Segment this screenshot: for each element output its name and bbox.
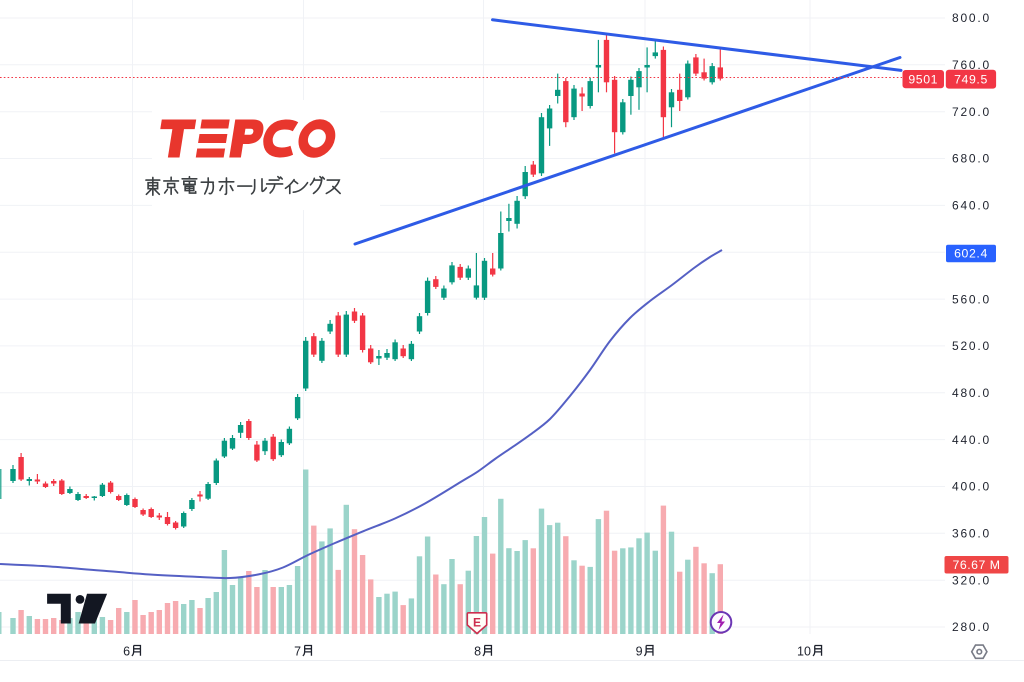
svg-text:640.0: 640.0 xyxy=(952,199,991,213)
svg-text:749.5: 749.5 xyxy=(954,72,988,86)
svg-text:320.0: 320.0 xyxy=(952,573,991,587)
svg-text:520.0: 520.0 xyxy=(952,339,991,353)
svg-text:760.0: 760.0 xyxy=(952,58,991,72)
svg-text:9: 9 xyxy=(636,645,643,659)
svg-text:6: 6 xyxy=(123,645,130,659)
svg-text:9501: 9501 xyxy=(908,72,938,86)
svg-text:360.0: 360.0 xyxy=(952,527,991,541)
svg-text:440.0: 440.0 xyxy=(952,433,991,447)
svg-text:720.0: 720.0 xyxy=(952,105,991,119)
svg-text:560.0: 560.0 xyxy=(952,292,991,306)
svg-text:602.4: 602.4 xyxy=(954,247,988,261)
svg-text:E: E xyxy=(473,616,481,630)
svg-text:76.67 M: 76.67 M xyxy=(953,558,1001,572)
svg-text:280.0: 280.0 xyxy=(952,620,991,634)
svg-text:800.0: 800.0 xyxy=(952,11,991,25)
svg-text:10: 10 xyxy=(797,645,811,659)
svg-text:8: 8 xyxy=(474,645,481,659)
svg-text:400.0: 400.0 xyxy=(952,480,991,494)
svg-text:680.0: 680.0 xyxy=(952,152,991,166)
svg-text:480.0: 480.0 xyxy=(952,386,991,400)
svg-text:7: 7 xyxy=(294,645,301,659)
